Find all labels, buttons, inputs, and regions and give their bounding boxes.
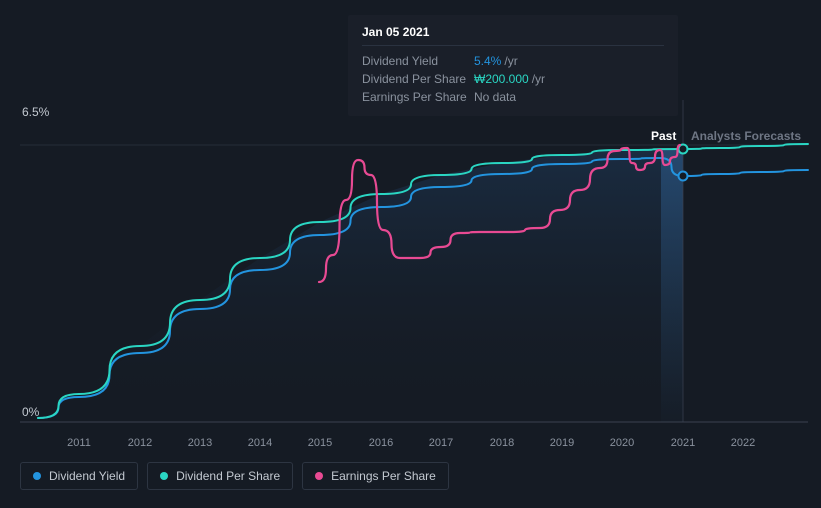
dividend-chart: 6.5% 0% 2011 2012 2013 2014 2015 2016 2017 2018… <box>0 0 821 508</box>
chart-tooltip: Jan 05 2021 Dividend Yield5.4%/yrDividen… <box>348 15 678 116</box>
y-axis-max-label: 6.5% <box>22 105 49 119</box>
x-axis-year: 2020 <box>610 437 634 449</box>
tooltip-row-value: No data <box>474 88 516 106</box>
x-axis-year: 2017 <box>429 437 453 449</box>
tooltip-row-label: Dividend Per Share <box>362 70 474 88</box>
tooltip-date: Jan 05 2021 <box>362 25 664 46</box>
legend-label: Dividend Per Share <box>176 469 280 483</box>
chart-legend: Dividend Yield Dividend Per Share Earnings… <box>20 462 449 490</box>
x-axis-year: 2013 <box>188 437 212 449</box>
legend-label: Earnings Per Share <box>331 469 436 483</box>
x-axis-year: 2018 <box>490 437 514 449</box>
tooltip-rows: Dividend Yield5.4%/yrDividend Per Share₩… <box>362 52 664 106</box>
x-axis-year: 2016 <box>369 437 393 449</box>
x-axis-year: 2021 <box>671 437 695 449</box>
y-axis-min-label: 0% <box>22 405 39 419</box>
tooltip-row: Dividend Yield5.4%/yr <box>362 52 664 70</box>
x-axis-year: 2014 <box>248 437 272 449</box>
tooltip-row-label: Dividend Yield <box>362 52 474 70</box>
forecast-label: Analysts Forecasts <box>691 129 801 143</box>
legend-item[interactable]: Dividend Per Share <box>147 462 293 490</box>
tooltip-row-value: 5.4% <box>474 52 501 70</box>
tooltip-row-label: Earnings Per Share <box>362 88 474 106</box>
tooltip-row: Dividend Per Share₩200.000/yr <box>362 70 664 88</box>
legend-dot <box>315 472 323 480</box>
tooltip-row-unit: /yr <box>532 70 545 88</box>
x-axis-year: 2022 <box>731 437 755 449</box>
x-axis-year: 2019 <box>550 437 574 449</box>
legend-dot <box>33 472 41 480</box>
legend-label: Dividend Yield <box>49 469 125 483</box>
x-axis-year: 2015 <box>308 437 332 449</box>
x-axis-year: 2011 <box>67 437 91 449</box>
legend-item[interactable]: Earnings Per Share <box>302 462 449 490</box>
legend-item[interactable]: Dividend Yield <box>20 462 138 490</box>
legend-dot <box>160 472 168 480</box>
tooltip-row-unit: /yr <box>504 52 517 70</box>
x-axis-year: 2012 <box>128 437 152 449</box>
tooltip-row-value: ₩200.000 <box>474 70 529 88</box>
tooltip-row: Earnings Per ShareNo data <box>362 88 664 106</box>
past-label: Past <box>651 129 676 143</box>
